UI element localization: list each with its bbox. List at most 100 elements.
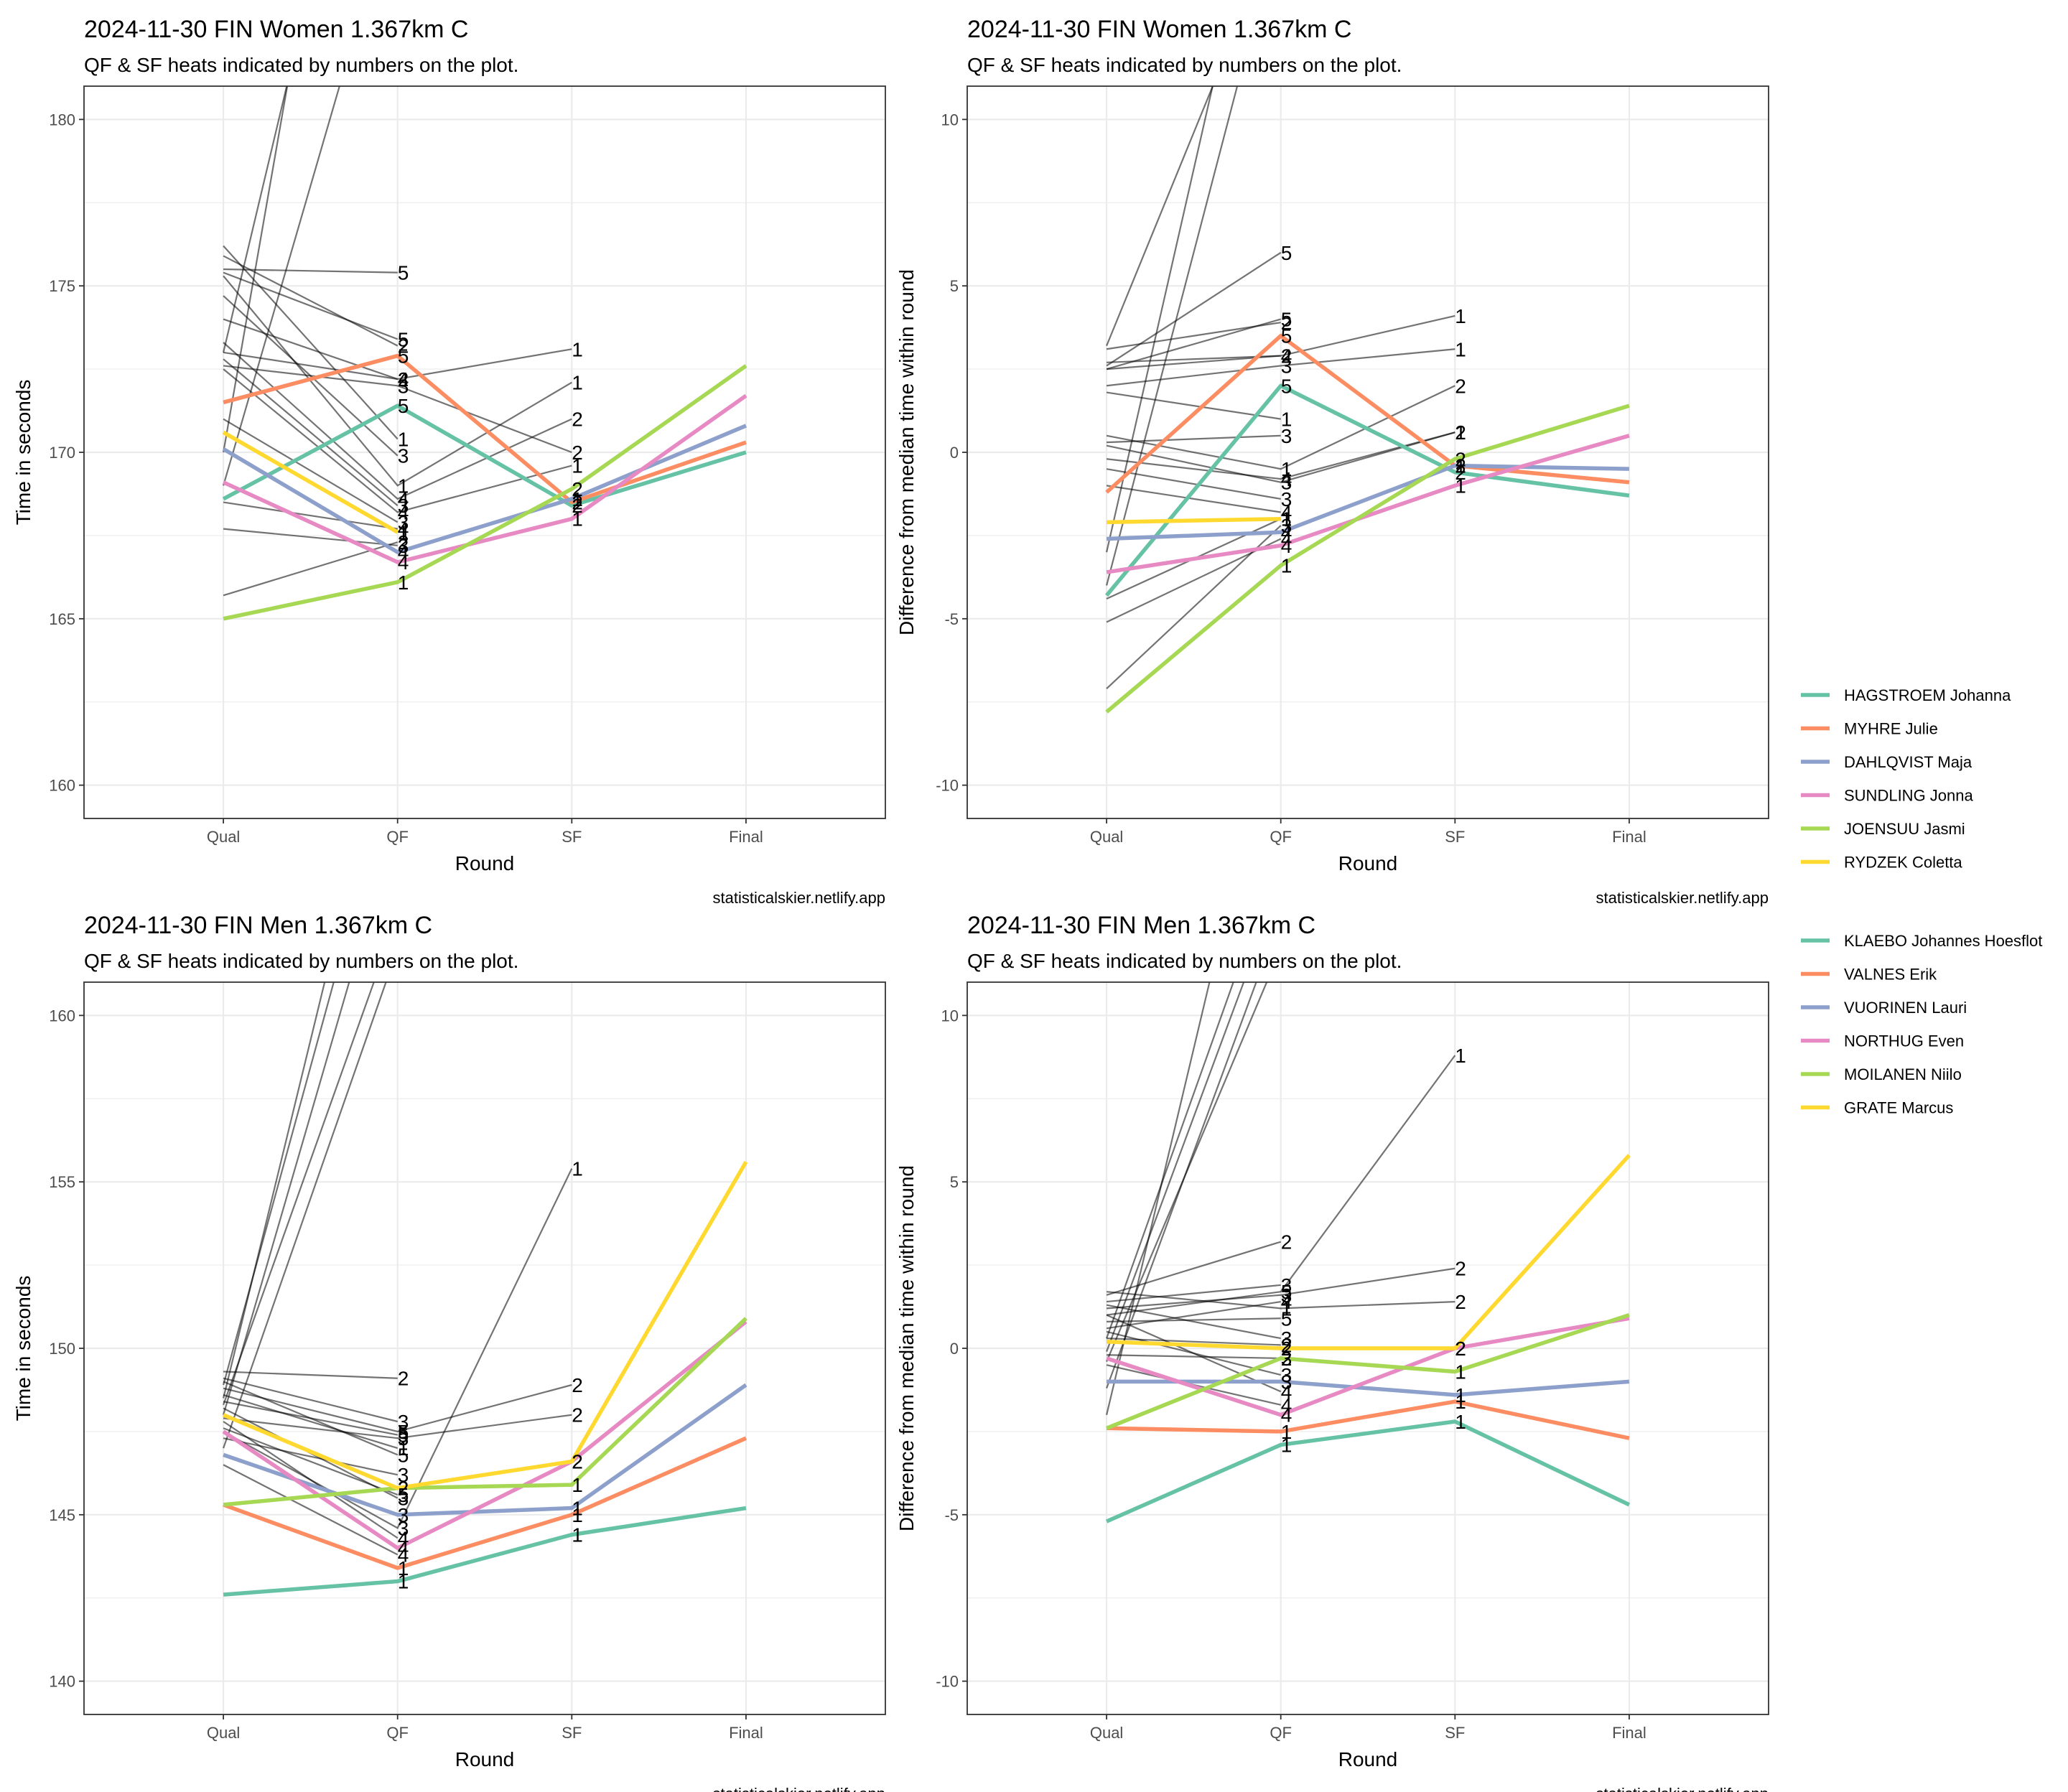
other-athlete-line bbox=[223, 1464, 399, 1556]
other-athlete-line bbox=[223, 86, 288, 353]
other-athlete-line bbox=[223, 1421, 399, 1539]
heat-label: 2 bbox=[1455, 448, 1466, 470]
other-athlete-line bbox=[223, 342, 572, 500]
heat-label: 1 bbox=[398, 1437, 409, 1460]
chart-title: 2024-11-30 FIN Men 1.367km C bbox=[967, 912, 1315, 939]
heat-label: 2 bbox=[1281, 1334, 1292, 1356]
data-lines bbox=[1105, 982, 1631, 1523]
heat-label: 5 bbox=[398, 345, 409, 368]
series-line-klaebo-johannes-hoesflot bbox=[223, 1506, 747, 1597]
heat-label: 4 bbox=[1281, 468, 1292, 490]
legend-item: MYHRE Julie bbox=[1801, 720, 1938, 738]
heat-label: 2 bbox=[1281, 1348, 1292, 1370]
legend-label: VALNES Erik bbox=[1844, 966, 1937, 984]
heat-label: 5 bbox=[1281, 242, 1292, 264]
heat-label: 2 bbox=[398, 1478, 409, 1500]
heat-label: 1 bbox=[1281, 458, 1292, 480]
other-athlete-line bbox=[1107, 355, 1281, 370]
y-tick-label: 5 bbox=[950, 1173, 959, 1191]
y-tick-label: -10 bbox=[936, 777, 959, 795]
heat-label: 2 bbox=[572, 1404, 583, 1427]
series-line-klaebo-johannes-hoesflot bbox=[1105, 1419, 1631, 1523]
legend-item: KLAEBO Johannes Hoesflot bbox=[1801, 932, 2042, 950]
heat-label: 2 bbox=[572, 478, 583, 500]
heat-label: 2 bbox=[1455, 375, 1466, 397]
x-tick-label: Final bbox=[1612, 1724, 1647, 1742]
legend-item: SUNDLING Jonna bbox=[1801, 787, 1974, 805]
heat-label: 5 bbox=[398, 262, 409, 284]
heat-label: 1 bbox=[1455, 338, 1466, 360]
chart-subtitle: QF & SF heats indicated by numbers on th… bbox=[84, 54, 518, 76]
heat-label: 2 bbox=[398, 368, 409, 391]
heat-label: 1 bbox=[572, 488, 583, 510]
heat-label: 4 bbox=[1281, 1394, 1292, 1417]
other-athlete-line bbox=[1106, 485, 1281, 513]
gridlines bbox=[967, 86, 1769, 818]
heat-label: 2 bbox=[572, 1451, 583, 1473]
other-athlete-line bbox=[1106, 1284, 1281, 1303]
heat-label: 3 bbox=[1281, 355, 1292, 377]
legend-item: RYDZEK Coletta bbox=[1801, 854, 1962, 872]
heat-label: 1 bbox=[1455, 1411, 1466, 1433]
other-athlete-line bbox=[1106, 1314, 1282, 1393]
x-tick-label: Final bbox=[1612, 828, 1647, 846]
heat-label: 1 bbox=[1455, 305, 1466, 327]
heat-label: 2 bbox=[1281, 345, 1292, 368]
heat-label: 1 bbox=[1281, 555, 1292, 577]
series-line-northug-even bbox=[1106, 1316, 1630, 1417]
chart-caption: statisticalskier.netlify.app bbox=[713, 889, 885, 907]
y-tick-label: 10 bbox=[941, 111, 959, 129]
y-tick-label: 0 bbox=[950, 444, 959, 462]
other-athlete-line bbox=[223, 501, 398, 530]
heat-label: 4 bbox=[398, 1527, 409, 1549]
chart-title: 2024-11-30 FIN Men 1.367km C bbox=[84, 912, 432, 939]
other-athlete-line bbox=[1106, 1055, 1456, 1316]
x-tick-label: SF bbox=[562, 828, 582, 846]
other-athlete-line bbox=[1106, 982, 1245, 1353]
series-line-myhre-julie bbox=[1105, 333, 1630, 494]
heat-label: 4 bbox=[1281, 1291, 1292, 1313]
heat-label: 1 bbox=[572, 1524, 583, 1546]
x-tick-label: Qual bbox=[1090, 1724, 1123, 1742]
heat-label: 4 bbox=[398, 518, 409, 541]
y-tick-label: 0 bbox=[950, 1340, 959, 1358]
other-athlete-line bbox=[223, 1437, 398, 1476]
other-athlete-line bbox=[223, 418, 399, 523]
series-line-dahlqvist-maja bbox=[1106, 463, 1629, 541]
other-athlete-line bbox=[1106, 982, 1211, 1415]
other-athlete-line bbox=[1106, 538, 1282, 623]
heat-label: 1 bbox=[1281, 508, 1292, 531]
heat-label: 4 bbox=[398, 488, 409, 510]
other-athlete-line bbox=[223, 1414, 572, 1439]
other-athlete-line bbox=[1106, 322, 1281, 350]
data-lines bbox=[222, 982, 748, 1597]
chart-title: 2024-11-30 FIN Women 1.367km C bbox=[967, 16, 1351, 43]
heat-label: 4 bbox=[398, 1537, 409, 1559]
other-athlete-line bbox=[1107, 1354, 1281, 1360]
y-axis-label: Difference from median time within round bbox=[895, 269, 918, 635]
y-axis-label: Time in seconds bbox=[12, 1276, 34, 1422]
other-athlete-line bbox=[223, 275, 572, 487]
other-athlete-line bbox=[223, 295, 399, 457]
heat-label: 3 bbox=[1281, 1327, 1292, 1350]
x-tick-label: QF bbox=[1270, 1724, 1292, 1742]
series-line-dahlqvist-maja bbox=[222, 424, 747, 554]
x-tick-label: QF bbox=[1270, 828, 1292, 846]
heat-label: 4 bbox=[1281, 521, 1292, 543]
heat-label: 1 bbox=[572, 508, 583, 531]
other-athlete-line bbox=[223, 982, 326, 1399]
heat-label: 1 bbox=[572, 372, 583, 394]
legend-item: GRATE Marcus bbox=[1801, 1099, 1953, 1117]
other-athlete-line bbox=[223, 351, 398, 381]
legend-label: MOILANEN Niilo bbox=[1844, 1065, 1962, 1083]
heat-label: 3 bbox=[1281, 488, 1292, 510]
heat-label: 3 bbox=[398, 375, 409, 397]
heat-label: 3 bbox=[1281, 1371, 1292, 1393]
series-line-grate-marcus bbox=[1106, 1154, 1631, 1350]
x-tick-label: QF bbox=[386, 828, 409, 846]
